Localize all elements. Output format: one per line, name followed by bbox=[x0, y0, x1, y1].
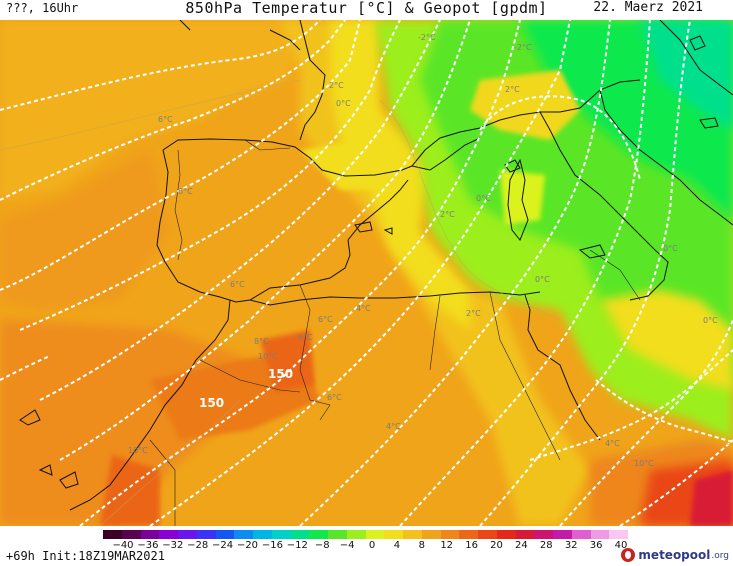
geopotential-labels: 150 150 bbox=[199, 367, 293, 410]
colorbar-tick-label: −16 bbox=[261, 540, 283, 551]
isotherm-label: 4°C bbox=[386, 422, 401, 431]
brand-tld: .org bbox=[711, 551, 729, 561]
colorbar-swatch bbox=[440, 530, 460, 539]
brand-name: meteopool bbox=[638, 548, 711, 562]
valid-date: 22. Maerz 2021 bbox=[593, 0, 703, 15]
colorbar-swatch bbox=[178, 530, 197, 539]
isotherm-label: 10°C bbox=[634, 459, 654, 468]
geopotential-label: 150 bbox=[268, 367, 293, 381]
colorbar-tick-label: 28 bbox=[539, 540, 553, 551]
isotherm-labels: 0°C 0°C 0°C 0°C 0°C 2°C 2°C 2°C 2°C 4°C 4°C 4°C 6°C 6… bbox=[128, 33, 718, 468]
colorbar-tick-label: 16 bbox=[465, 540, 478, 551]
init-time: +69h Init:18Z19MAR2021 bbox=[6, 549, 165, 563]
colorbar-swatch bbox=[515, 530, 535, 539]
colorbar-swatch bbox=[609, 530, 628, 539]
colorbar-swatch bbox=[253, 530, 272, 539]
header-run-label: ???, 16Uhr bbox=[6, 1, 79, 15]
colorbar-swatch bbox=[103, 530, 122, 539]
colorbar-swatch bbox=[196, 530, 216, 539]
isotherm-label: 6°C bbox=[178, 187, 193, 196]
colorbar-swatch bbox=[309, 530, 328, 539]
colorbar-swatch bbox=[290, 530, 310, 539]
colorbar-tick-label: −40 bbox=[112, 540, 134, 551]
colorbar-swatch bbox=[534, 530, 553, 539]
map-header: ???, 16Uhr 850hPa Temperatur [°C] & Geop… bbox=[0, 0, 733, 20]
isotherm-label: 0°C bbox=[336, 99, 351, 108]
colorbar-swatch bbox=[328, 530, 347, 539]
geopotential-label: 150 bbox=[199, 396, 224, 410]
colorbar-tick-label: 0 bbox=[368, 540, 376, 551]
country-borders bbox=[149, 139, 641, 526]
isotherm-label: 2°C bbox=[466, 309, 481, 318]
meteopool-logo-icon bbox=[621, 548, 636, 562]
isotherm-contours bbox=[0, 79, 733, 526]
colorbar-swatch bbox=[478, 530, 497, 539]
geopotential-contours bbox=[0, 20, 733, 526]
colorbar-swatch bbox=[140, 530, 160, 539]
colorbar-swatch bbox=[496, 530, 516, 539]
isotherm-label: -2°C bbox=[418, 33, 436, 42]
isotherm-label: 4°C bbox=[605, 439, 620, 448]
isotherm-label: 2°C bbox=[440, 210, 455, 219]
isotherm-label: 10°C bbox=[258, 352, 278, 361]
colorbar-tick-label: 8 bbox=[418, 540, 425, 551]
map-canvas: 0°C 0°C 0°C 0°C 0°C 2°C 2°C 2°C 2°C 4°C 4°C 4°C 6°C 6… bbox=[0, 20, 733, 526]
colorbar-swatch bbox=[553, 530, 572, 539]
colorbar-tick-label: −36 bbox=[137, 540, 159, 551]
colorbar-tick-label: 12 bbox=[440, 540, 454, 551]
colorbar-swatch bbox=[234, 530, 253, 539]
colorbar-tick-label: 32 bbox=[564, 540, 578, 551]
colorbar-swatch bbox=[590, 530, 610, 539]
colorbar-swatch bbox=[459, 530, 478, 539]
isotherm-label: 8°C bbox=[254, 337, 269, 346]
colorbar-swatch bbox=[571, 530, 591, 539]
colorbar-swatch bbox=[346, 530, 366, 539]
colorbar-tick-label: −28 bbox=[187, 540, 209, 551]
isotherm-label: 6°C bbox=[327, 393, 342, 402]
isotherm-label: 4°C bbox=[356, 304, 371, 313]
colorbar-tick-label: 40 bbox=[614, 540, 628, 551]
colorbar-tick-label: −24 bbox=[212, 540, 234, 551]
colorbar-swatch bbox=[365, 530, 385, 539]
colorbar-tick-label: −12 bbox=[286, 540, 308, 551]
colorbar-tick-label: 36 bbox=[589, 540, 603, 551]
colorbar-tick-label: −32 bbox=[162, 540, 184, 551]
isotherm-label: 0°C bbox=[535, 275, 550, 284]
colorbar-ticks: −40 −36 −32 −28 −24 −20 −16 −12 −8 −4 0 4 8 12 16 20 24 2… bbox=[103, 540, 628, 552]
isotherm-label: 0°C bbox=[703, 316, 718, 325]
colorbar-tick-label: −4 bbox=[339, 540, 355, 551]
isotherm-label: 6°C bbox=[158, 115, 173, 124]
colorbar-tick-label: 4 bbox=[393, 540, 401, 551]
temperature-map: 0°C 0°C 0°C 0°C 0°C 2°C 2°C 2°C 2°C 4°C 4°C 4°C 6°C 6… bbox=[0, 20, 733, 526]
colorbar-swatch bbox=[159, 530, 178, 539]
colorbar-swatch bbox=[421, 530, 441, 539]
map-title: 850hPa Temperatur [°C] & Geopot [gpdm] bbox=[185, 0, 548, 17]
colorbar-swatch bbox=[271, 530, 291, 539]
colorbar-tick-label: 24 bbox=[515, 540, 528, 551]
colorbar-swatch bbox=[403, 530, 422, 539]
colorbar-swatch bbox=[121, 530, 141, 539]
isotherm-label: 2°C bbox=[329, 81, 344, 90]
isotherm-label: 6°C bbox=[230, 280, 245, 289]
isotherm-label: 2°C bbox=[505, 85, 520, 94]
temperature-field bbox=[0, 20, 733, 526]
isotherm-label: 10°C bbox=[128, 446, 148, 455]
colorbar-swatch bbox=[384, 530, 403, 539]
isotherm-label: 0°C bbox=[663, 244, 678, 253]
brand-logo[interactable]: meteopool .org bbox=[621, 546, 729, 564]
isotherm-label: 6°C bbox=[298, 333, 313, 342]
isotherm-label: 6°C bbox=[318, 315, 333, 324]
isotherm-label: 0°C bbox=[476, 194, 491, 203]
temperature-colorbar bbox=[103, 530, 628, 539]
isotherm-label: -2°C bbox=[514, 43, 532, 52]
colorbar-tick-label: −20 bbox=[236, 540, 259, 551]
colorbar-tick-label: 20 bbox=[490, 540, 503, 551]
colorbar-swatch bbox=[215, 530, 235, 539]
map-footer: −40 −36 −32 −28 −24 −20 −16 −12 −8 −4 0 4 8 12 16 20 24 2… bbox=[0, 526, 733, 566]
colorbar-tick-label: −8 bbox=[314, 540, 330, 551]
